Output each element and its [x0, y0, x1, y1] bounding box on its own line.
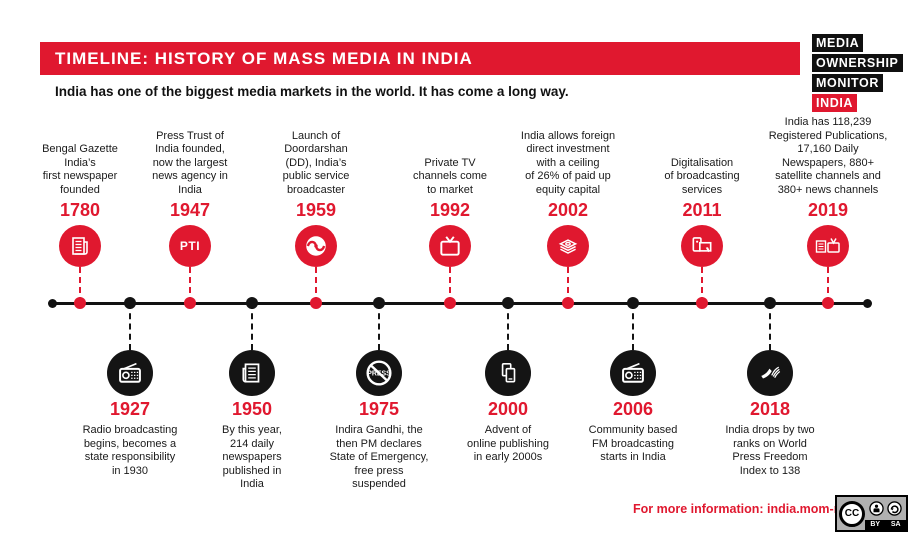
timeline-event-2019: India has 118,239 Registered Publication… — [753, 112, 903, 303]
node-dot-2002 — [562, 297, 574, 309]
timeline-event-1959: Launch of Doordarshan (DD), India’s publ… — [250, 112, 382, 303]
footer-info-link: For more information: india.mom-rsf.org — [633, 502, 874, 516]
event-year: 1975 — [358, 399, 400, 419]
event-description: Private TV channels come to market — [413, 156, 487, 196]
connector-dashed — [189, 267, 191, 303]
connector-dashed — [378, 303, 380, 350]
node-dot-1992 — [444, 297, 456, 309]
page-subtitle: India has one of the biggest media marke… — [55, 84, 569, 99]
page-title: TIMELINE: HISTORY OF MASS MEDIA IN INDIA — [40, 42, 800, 75]
timeline-event-2018: 2018 India drops by two ranks on World P… — [704, 303, 836, 478]
cc-badge-icons — [865, 497, 906, 520]
cc-badge-labels: BY SA — [865, 520, 906, 530]
cc-icon: CC — [839, 500, 865, 527]
event-description: By this year, 214 daily newspapers publi… — [222, 424, 282, 490]
event-year: 1992 — [429, 200, 471, 220]
event-description: Advent of online publishing in early 200… — [467, 424, 549, 463]
media-ownership-monitor-logo: MEDIA OWNERSHIP MONITOR INDIA — [812, 34, 903, 114]
timeline-event-2011: Digitalisation of broadcasting services … — [636, 112, 768, 303]
newspaper-icon — [59, 225, 101, 267]
node-dot-2011 — [696, 297, 708, 309]
timeline-event-2002: India allows foreign direct investment w… — [502, 112, 634, 303]
digital-broadcasting-icon — [681, 225, 723, 267]
radio-icon — [107, 350, 153, 396]
event-description: India allows foreign direct investment w… — [520, 129, 616, 196]
event-year: 2006 — [612, 399, 654, 419]
event-year: 1950 — [231, 399, 273, 419]
doordarshan-logo-icon — [295, 225, 337, 267]
cc-by-person-icon — [869, 501, 884, 516]
cc-sa-arrow-icon — [887, 501, 902, 516]
connector-dashed — [701, 267, 703, 303]
event-description: Press Trust of India founded, now the la… — [152, 129, 228, 196]
event-description: Bengal Gazette India’s first newspaper f… — [42, 143, 118, 196]
connector-dashed — [567, 267, 569, 303]
timeline-axis — [52, 302, 868, 305]
timeline-event-1975: PRESS 1975 Indira Gandhi, the then PM de… — [313, 303, 445, 492]
connector-dashed — [827, 267, 829, 303]
logo-line: MEDIA — [812, 34, 864, 52]
money-stack-icon — [547, 225, 589, 267]
connector-dashed — [449, 267, 451, 303]
event-description: Digitalisation of broadcasting services — [664, 156, 740, 196]
connector-dashed — [251, 303, 253, 350]
logo-line: MONITOR — [812, 74, 883, 92]
event-year: 1959 — [295, 200, 337, 220]
event-year: 2019 — [807, 200, 849, 220]
cc-by-label: BY — [870, 521, 881, 528]
online-publishing-icon — [485, 350, 531, 396]
connector-dashed — [129, 303, 131, 350]
node-dot-1959 — [310, 297, 322, 309]
cc-sa-label: SA — [890, 521, 901, 528]
timeline-event-1927: 1927 Radio broadcasting begins, becomes … — [64, 303, 196, 478]
event-year: 2002 — [547, 200, 589, 220]
event-year: 2000 — [487, 399, 529, 419]
radio-icon — [610, 350, 656, 396]
event-description: India drops by two ranks on World Press … — [725, 424, 815, 477]
connector-dashed — [632, 303, 634, 350]
logo-line: OWNERSHIP — [812, 54, 903, 72]
newspaper-tv-icon — [807, 225, 849, 267]
timeline-event-2000: 2000 Advent of online publishing in earl… — [442, 303, 574, 465]
event-description: India has 118,239 Registered Publication… — [768, 116, 888, 196]
node-dot-1947 — [184, 297, 196, 309]
timeline-event-2006: 2006 Community based FM broadcasting sta… — [567, 303, 699, 465]
cc-by-sa-license-badge: CC BY SA — [835, 495, 908, 532]
logo-country: INDIA — [812, 94, 858, 112]
timeline-event-1780: Bengal Gazette India’s first newspaper f… — [14, 112, 146, 303]
node-dot-1780 — [74, 297, 86, 309]
timeline-event-1947: Press Trust of India founded, now the la… — [124, 112, 256, 303]
event-description: Launch of Doordarshan (DD), India’s publ… — [282, 129, 350, 196]
press-censorship-icon: PRESS — [356, 350, 402, 396]
timeline-end-dot — [863, 299, 872, 308]
newspaper-icon — [229, 350, 275, 396]
connector-dashed — [507, 303, 509, 350]
cc-badge-right: BY SA — [865, 497, 906, 530]
event-year: 1780 — [59, 200, 101, 220]
tv-icon — [429, 225, 471, 267]
pti-logo-icon: PTI — [169, 225, 211, 267]
event-description: Radio broadcasting begins, becomes a sta… — [82, 424, 178, 477]
node-dot-2019 — [822, 297, 834, 309]
event-description: Community based FM broadcasting starts i… — [588, 424, 678, 463]
connector-dashed — [769, 303, 771, 350]
press-freedom-hands-icon — [747, 350, 793, 396]
event-year: 2018 — [749, 399, 791, 419]
connector-dashed — [79, 267, 81, 303]
event-description: Indira Gandhi, the then PM declares Stat… — [329, 424, 429, 490]
timeline-event-1950: 1950 By this year, 214 daily newspapers … — [186, 303, 318, 492]
timeline-event-1992: Private TV channels come to market 1992 — [384, 112, 516, 303]
event-year: 1947 — [169, 200, 211, 220]
event-year: 1927 — [109, 399, 151, 419]
timeline-start-dot — [48, 299, 57, 308]
pti-logo-text: PTI — [179, 239, 201, 253]
connector-dashed — [315, 267, 317, 303]
event-year: 2011 — [682, 200, 722, 220]
